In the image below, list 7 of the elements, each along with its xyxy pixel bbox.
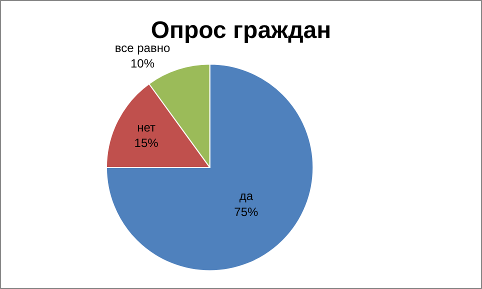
data-label: 15% [134,136,159,150]
data-label: 10% [130,56,155,71]
data-label: 75% [234,204,259,219]
slice-label: да [239,189,254,204]
slice-label: нет [137,120,156,134]
chart-title: Опрос граждан [150,16,332,44]
slice-label: все равно [114,41,170,56]
